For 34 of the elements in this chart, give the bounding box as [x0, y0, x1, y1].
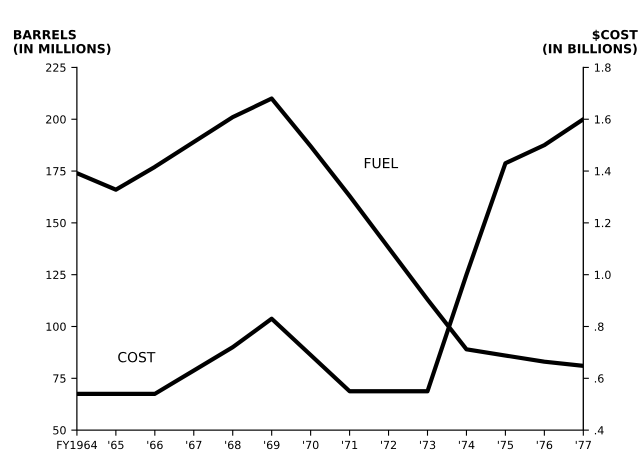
x-tick-label: '73 — [420, 440, 436, 450]
y-tick-label: 50 — [53, 426, 66, 435]
x-tick-label: '70 — [303, 440, 318, 450]
x-tick-label: '68 — [225, 440, 241, 450]
y-tick-label: 125 — [46, 270, 66, 280]
y2-tick-label: .4 — [594, 426, 604, 434]
y2-axis-title: $COST (IN BILLIONS) — [543, 30, 638, 55]
y2-tick-label: 1.2 — [594, 218, 610, 228]
y-tick-label: 175 — [46, 167, 66, 176]
y2-tick-label: 1.0 — [594, 270, 611, 280]
y-axis-title: BARRELS (IN MILLIONS) — [14, 30, 110, 55]
x-tick-label: '74 — [458, 440, 474, 449]
x-tick-label: '66 — [147, 440, 163, 450]
x-tick-label: '65 — [108, 440, 124, 450]
x-tick-label: '67 — [186, 440, 202, 450]
y2-tick-label: 1.6 — [594, 115, 611, 124]
x-tick-label: '72 — [381, 440, 396, 449]
x-tick-label: '77 — [576, 440, 591, 449]
x-tick-label: '69 — [264, 440, 280, 450]
x-tick-label: FY1964 — [57, 440, 98, 450]
y2-tick-label: 1.8 — [594, 63, 611, 72]
text: FUEL — [364, 158, 398, 168]
x-tick-label: '71 — [342, 440, 358, 449]
y-tick-label: 200 — [46, 115, 66, 124]
x-tick-label: '75 — [498, 440, 514, 450]
y-tick-label: 75 — [53, 374, 66, 383]
y2-tick-label: .8 — [594, 322, 604, 331]
y-tick-label: 225 — [46, 63, 66, 72]
series-label: COST — [118, 352, 156, 362]
y2-tick-label: 1.4 — [594, 167, 611, 176]
y-tick-label: 100 — [46, 322, 66, 331]
x-tick-label: '76 — [536, 440, 552, 450]
y2-tick-label: .6 — [594, 374, 604, 383]
y-tick-label: 150 — [46, 218, 66, 228]
